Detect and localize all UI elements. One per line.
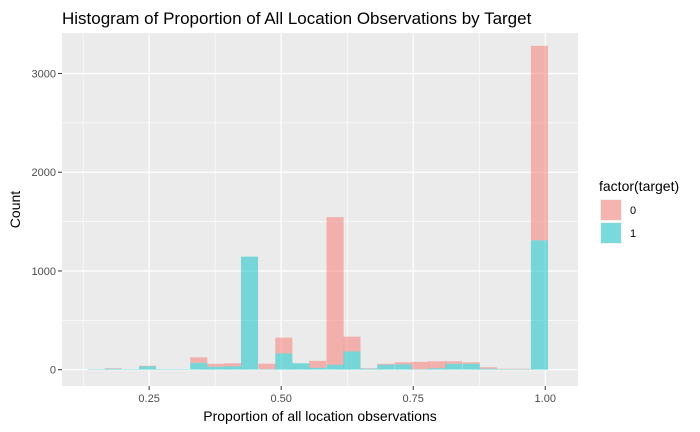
histogram-bar-target-1 <box>258 369 276 370</box>
histogram-bar-target-1 <box>360 368 378 370</box>
y-tick-label: 0 <box>50 365 56 377</box>
histogram-bar-target-0 <box>258 363 276 370</box>
chart-title: Histogram of Proportion of All Location … <box>62 9 532 28</box>
histogram-bar-target-0 <box>343 336 361 352</box>
histogram-bar-target-1 <box>309 367 327 370</box>
histogram-bar-target-0 <box>496 368 514 370</box>
histogram-bar-target-1 <box>377 364 395 370</box>
histogram-bar-target-0 <box>462 362 480 364</box>
y-axis-title: Count <box>7 191 23 228</box>
histogram-bar-target-0 <box>104 368 122 369</box>
histogram-bar-target-1 <box>172 369 190 370</box>
histogram-bar-target-0 <box>207 363 225 367</box>
histogram-bar-target-1 <box>292 363 310 370</box>
histogram-bar-target-1 <box>530 240 548 370</box>
histogram-bar-target-1 <box>224 366 242 370</box>
histogram-bar-target-1 <box>513 369 531 370</box>
legend-label: 1 <box>630 228 636 240</box>
histogram-bar-target-0 <box>190 357 208 363</box>
histogram-bar-target-1 <box>428 368 446 370</box>
y-tick-label: 2000 <box>32 167 56 179</box>
histogram-bar-target-1 <box>394 364 412 370</box>
legend-key-1 <box>601 223 621 243</box>
histogram-bar-target-0 <box>275 337 293 354</box>
histogram-bar-target-1 <box>104 368 122 370</box>
histogram-bar-target-1 <box>462 363 480 370</box>
histogram-bar-target-1 <box>87 369 105 370</box>
histogram-bar-target-1 <box>275 353 293 370</box>
legend: factor(target) 0 1 <box>599 178 679 244</box>
bars <box>87 45 548 370</box>
histogram-bar-target-1 <box>496 369 514 370</box>
histogram-bar-target-0 <box>411 361 429 370</box>
histogram-bar-target-1 <box>190 362 208 370</box>
legend-label: 0 <box>630 205 636 217</box>
histogram-bar-target-0 <box>326 217 344 365</box>
histogram-bar-target-1 <box>139 366 157 370</box>
histogram-bar-target-1 <box>155 369 173 370</box>
histogram-bar-target-1 <box>343 351 361 370</box>
histogram-bar-target-1 <box>207 366 225 370</box>
histogram-bar-target-1 <box>326 364 344 370</box>
legend-key-0 <box>601 200 621 220</box>
histogram-bar-target-1 <box>240 256 259 370</box>
histogram-bar-target-1 <box>479 368 497 370</box>
histogram-bar-target-0 <box>224 363 242 367</box>
plot-panel <box>62 33 578 386</box>
histogram-bar-target-0 <box>513 368 531 370</box>
legend-title: factor(target) <box>599 178 679 194</box>
x-tick-label: 1.00 <box>535 393 556 405</box>
histogram-bar-target-0 <box>360 368 378 369</box>
histogram-bar-target-0 <box>377 363 395 365</box>
x-axis-title: Proportion of all location observations <box>203 408 436 424</box>
y-axis: 0 1000 2000 3000 <box>32 68 62 377</box>
histogram-bar-target-0 <box>394 362 412 365</box>
x-axis: 0.25 0.50 0.75 1.00 <box>138 386 556 405</box>
histogram-bar-target-1 <box>122 369 140 370</box>
x-tick-label: 0.50 <box>270 393 291 405</box>
y-tick-label: 1000 <box>32 266 56 278</box>
y-tick-label: 3000 <box>32 68 56 80</box>
x-tick-label: 0.25 <box>138 393 159 405</box>
histogram-bar-target-0 <box>445 361 463 364</box>
x-tick-label: 0.75 <box>403 393 424 405</box>
histogram-bar-target-1 <box>445 363 463 370</box>
histogram-bar-target-0 <box>530 45 548 241</box>
histogram-bar-target-0 <box>428 361 446 369</box>
histogram-bar-target-0 <box>479 367 497 369</box>
histogram-bar-target-0 <box>309 360 327 368</box>
histogram-bar-target-0 <box>139 365 157 367</box>
histogram-bar-target-1 <box>411 369 429 370</box>
